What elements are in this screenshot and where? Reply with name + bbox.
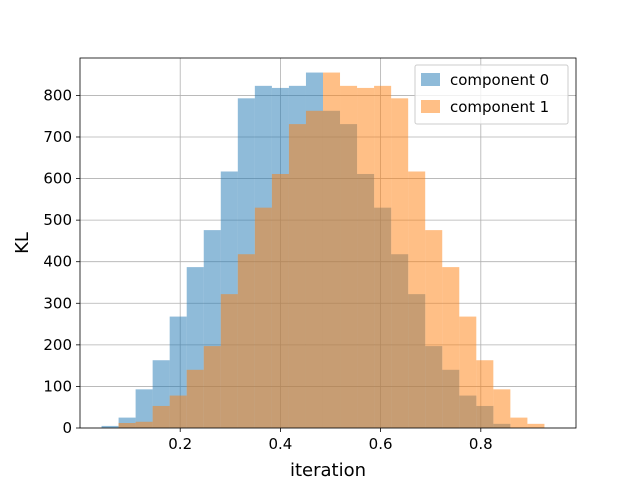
y-tick-label: 200 bbox=[43, 336, 72, 354]
bar-component-1 bbox=[527, 423, 545, 428]
y-tick-label: 700 bbox=[43, 128, 72, 146]
bar-component-1 bbox=[340, 85, 358, 428]
bar-component-1 bbox=[237, 254, 255, 428]
bar-component-1 bbox=[408, 171, 426, 428]
bar-component-1 bbox=[442, 267, 460, 428]
y-tick-label: 400 bbox=[43, 253, 72, 271]
y-tick-label: 500 bbox=[43, 211, 72, 229]
bar-component-1 bbox=[322, 72, 341, 428]
bar-component-1 bbox=[493, 389, 511, 428]
bar-component-1 bbox=[254, 207, 272, 428]
bar-component-1 bbox=[374, 85, 392, 428]
y-tick-label: 800 bbox=[43, 86, 72, 104]
bar-component-0 bbox=[101, 425, 119, 428]
legend-label-component-0: component 0 bbox=[450, 71, 549, 89]
x-tick-label: 0.6 bbox=[369, 435, 393, 453]
bar-component-1 bbox=[288, 124, 306, 428]
histogram-bars bbox=[101, 72, 545, 429]
x-axis-label: iteration bbox=[290, 460, 366, 480]
bar-component-1 bbox=[271, 173, 289, 428]
y-tick-label: 600 bbox=[43, 170, 72, 188]
bar-component-1 bbox=[203, 346, 221, 428]
bar-component-1 bbox=[510, 417, 528, 428]
bar-component-1 bbox=[425, 230, 443, 428]
legend-swatch-component-0 bbox=[421, 73, 440, 86]
plot-frame bbox=[79, 57, 577, 429]
bar-component-1 bbox=[186, 369, 204, 428]
axis-ticks: 0.2 0.4 0.6 0.8 0 100 200 300 400 500 600 700 800 bbox=[43, 86, 492, 453]
legend-box bbox=[414, 64, 569, 125]
y-axis-label: KL bbox=[12, 232, 33, 254]
bar-component-0 bbox=[118, 417, 136, 428]
y-tick-label: 100 bbox=[43, 377, 72, 395]
bar-component-1 bbox=[459, 316, 477, 428]
bar-component-1 bbox=[118, 423, 136, 428]
bar-component-0 bbox=[135, 389, 153, 428]
bar-component-1 bbox=[135, 421, 153, 428]
legend: component 0 component 1 bbox=[414, 64, 569, 125]
y-tick-label: 0 bbox=[62, 419, 72, 437]
y-tick-label: 300 bbox=[43, 294, 72, 312]
x-tick-label: 0.2 bbox=[168, 435, 192, 453]
legend-label-component-1: component 1 bbox=[450, 98, 549, 116]
bar-component-1 bbox=[357, 87, 375, 428]
bar-component-1 bbox=[220, 294, 238, 428]
legend-swatch-component-1 bbox=[421, 100, 440, 113]
x-tick-label: 0.4 bbox=[268, 435, 292, 453]
bar-component-1 bbox=[305, 110, 323, 428]
bar-component-1 bbox=[391, 98, 409, 429]
x-tick-label: 0.8 bbox=[469, 435, 493, 453]
bar-component-1 bbox=[169, 395, 187, 428]
bar-component-1 bbox=[152, 405, 170, 428]
bar-component-1 bbox=[476, 360, 494, 428]
